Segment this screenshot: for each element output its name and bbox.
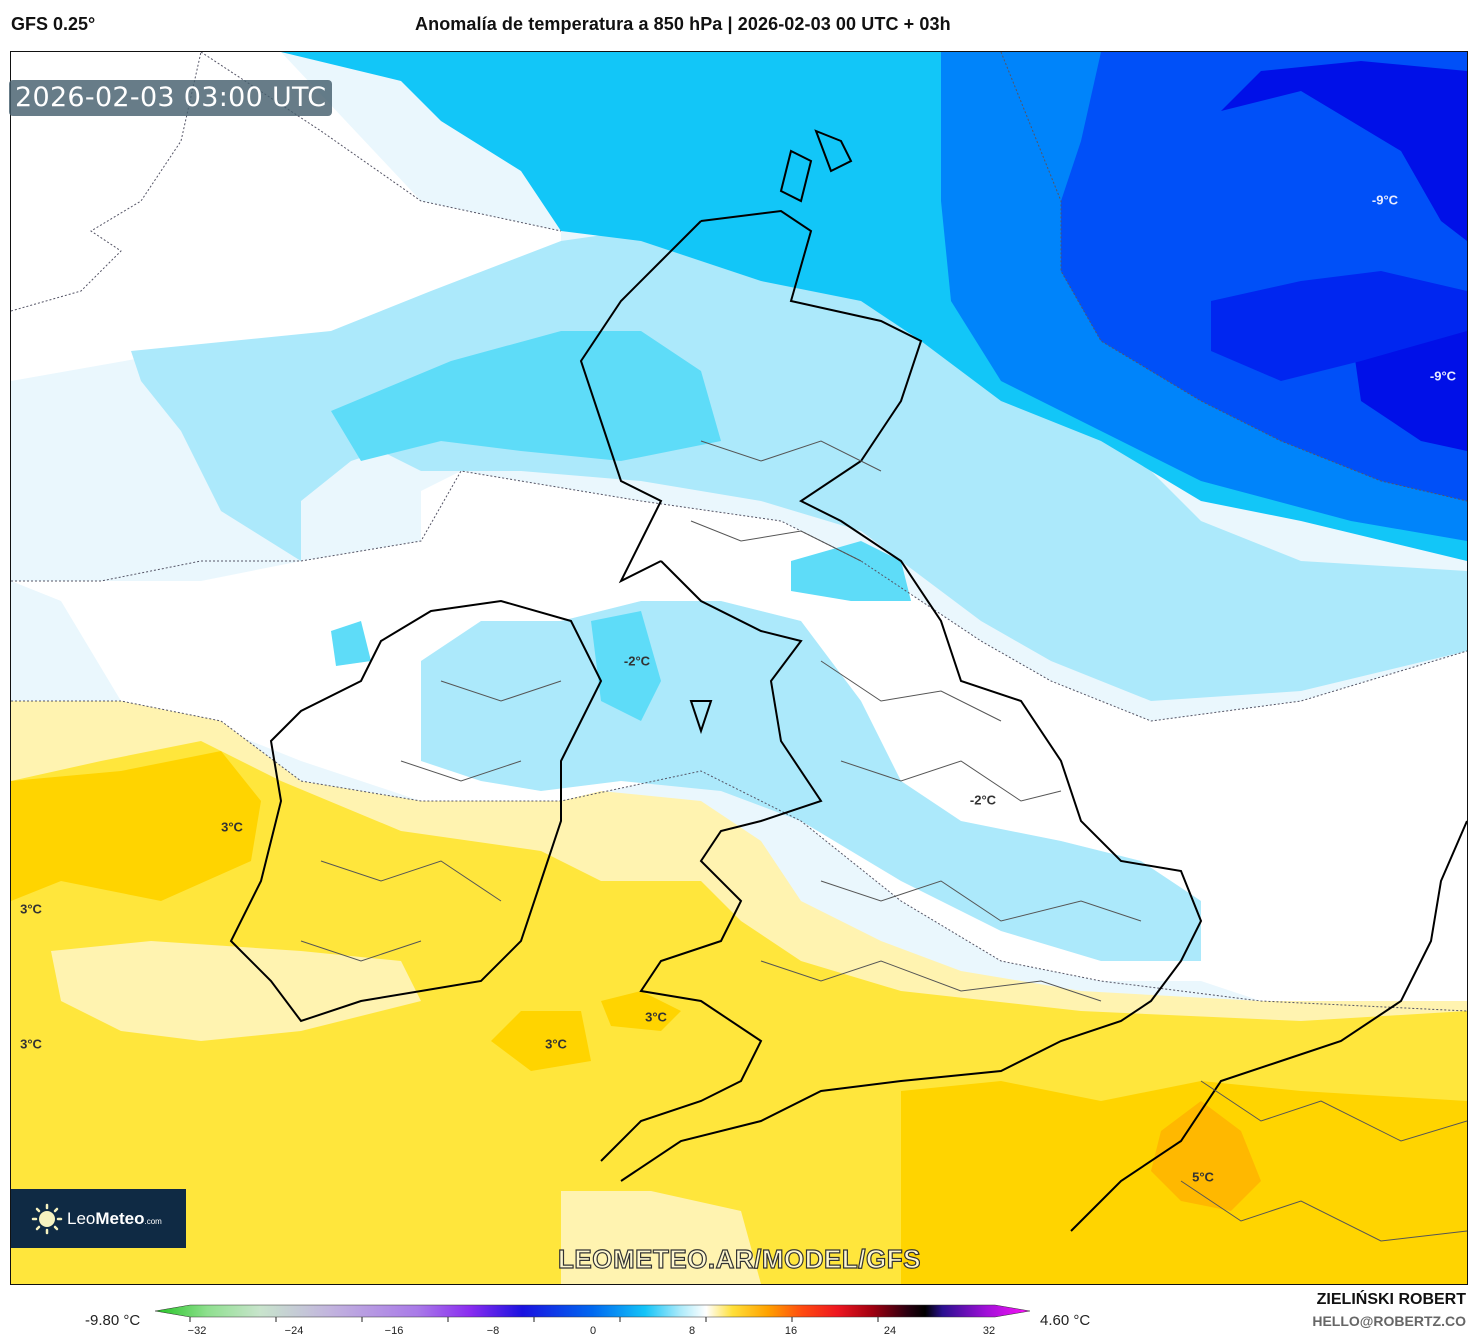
temperature-anomaly-map — [11, 52, 1467, 1284]
author-credit: ZIELIŃSKI ROBERT — [1316, 1291, 1466, 1308]
colorbar-tick: 8 — [688, 1325, 696, 1337]
colorbar-tick: 32 — [982, 1325, 996, 1337]
colorbar — [155, 1304, 1030, 1322]
valid-time-badge: 2026-02-03 03:00 UTC — [9, 80, 333, 116]
contour-label: 3°C — [545, 1036, 567, 1052]
colorbar-min-label: -9.80 °C — [85, 1312, 141, 1329]
model-label: GFS 0.25° — [11, 14, 96, 34]
contour-label: 3°C — [221, 819, 243, 835]
colorbar-tick: −16 — [384, 1325, 404, 1337]
map-panel[interactable] — [10, 51, 1468, 1285]
author-email[interactable]: HELLO@ROBERTZ.CO — [1312, 1313, 1466, 1329]
contour-label: -9°C — [1371, 192, 1399, 208]
colorbar-max-label: 4.60 °C — [1040, 1312, 1091, 1329]
chart-title: Anomalía de temperatura a 850 hPa | 2026… — [415, 14, 951, 34]
contour-label: -2°C — [969, 792, 997, 808]
leometeo-logo[interactable]: LeoMeteo.com — [11, 1189, 186, 1248]
colorbar-tick: −8 — [486, 1325, 500, 1337]
contour-label: -9°C — [1429, 368, 1457, 384]
contour-label: 3°C — [20, 901, 42, 917]
sun-icon — [31, 1203, 63, 1235]
contour-label: 5°C — [1192, 1169, 1214, 1185]
contour-label: -2°C — [623, 653, 651, 669]
logo-wordmark: LeoMeteo.com — [67, 1208, 162, 1228]
contour-label: 3°C — [645, 1009, 667, 1025]
colorbar-tick: −32 — [187, 1325, 207, 1337]
contour-label: 3°C — [20, 1036, 42, 1052]
colorbar-tick: 0 — [589, 1325, 597, 1337]
colorbar-tick: 24 — [883, 1325, 897, 1337]
source-watermark: LEOMETEO.AR/MODEL/GFS — [557, 1243, 921, 1274]
colorbar-tick: 16 — [784, 1325, 798, 1337]
colorbar-tick: −24 — [284, 1325, 304, 1337]
